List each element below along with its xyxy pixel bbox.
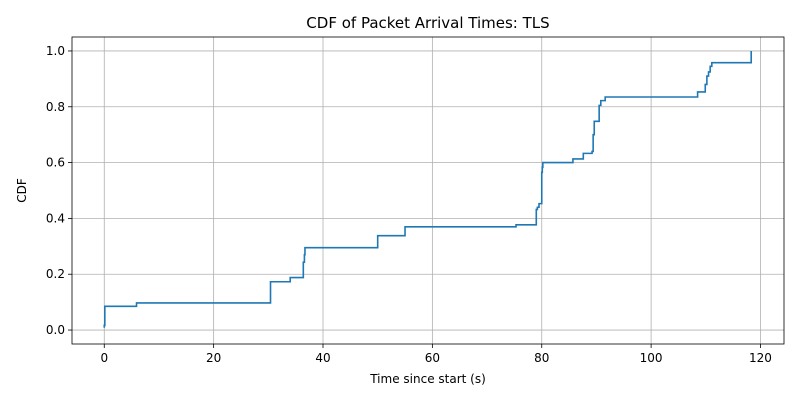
grid-lines xyxy=(72,37,784,344)
x-tick-label: 0 xyxy=(100,351,108,365)
y-tick-label: 0.4 xyxy=(46,211,65,225)
y-axis-ticks: 0.0 0.2 0.4 0.6 0.8 1.0 xyxy=(46,44,72,337)
series-layer xyxy=(103,50,752,328)
x-tick-label: 120 xyxy=(749,351,772,365)
x-axis-ticks: 0 20 40 60 80 100 120 xyxy=(100,344,772,365)
y-tick-label: 0.8 xyxy=(46,100,65,114)
y-tick-label: 0.6 xyxy=(46,156,65,170)
y-tick-label: 0.2 xyxy=(46,267,65,281)
y-tick-label: 0.0 xyxy=(46,323,65,337)
x-tick-label: 60 xyxy=(425,351,440,365)
plot-frame xyxy=(71,36,785,345)
cdf-step-line xyxy=(103,50,752,328)
x-tick-label: 80 xyxy=(534,351,549,365)
y-axis-label: CDF xyxy=(15,178,29,203)
x-tick-label: 100 xyxy=(640,351,663,365)
x-tick-label: 40 xyxy=(315,351,330,365)
x-tick-label: 20 xyxy=(206,351,221,365)
x-axis-label: Time since start (s) xyxy=(369,372,486,386)
y-tick-label: 1.0 xyxy=(46,44,65,58)
chart-title: CDF of Packet Arrival Times: TLS xyxy=(306,14,549,32)
